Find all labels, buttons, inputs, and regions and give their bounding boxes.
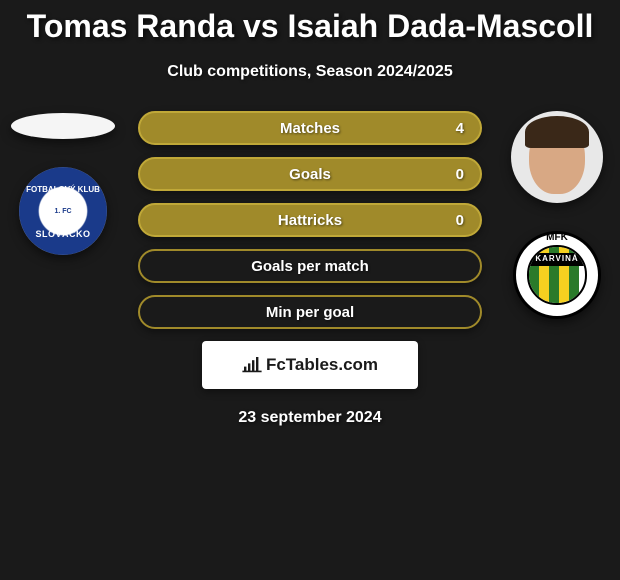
stat-bar-goals-per-match: Goals per match [138, 249, 482, 283]
right-player-column: KARVINÁ MFK [502, 111, 612, 319]
stat-label: Goals [289, 166, 331, 183]
brand-box: FcTables.com [202, 341, 418, 389]
player-photo-right [511, 111, 603, 203]
logo-ring-text: FOTBALOVÝ KLUB [26, 185, 100, 194]
stat-bar-min-per-goal: Min per goal [138, 295, 482, 329]
logo-band-text: KARVINÁ [529, 253, 584, 266]
stat-label: Goals per match [251, 258, 369, 275]
page-title: Tomas Randa vs Isaiah Dada-Mascoll [0, 0, 620, 45]
stat-bar-hattricks: Hattricks 0 [138, 203, 482, 237]
brand-text: FcTables.com [266, 355, 378, 375]
subtitle: Club competitions, Season 2024/2025 [0, 63, 620, 81]
stat-value: 4 [456, 120, 464, 137]
stat-bar-matches: Matches 4 [138, 111, 482, 145]
comparison-row: FOTBALOVÝ KLUB 1. FC SLOVÁCKO Matches 4 … [0, 111, 620, 427]
stat-bar-goals: Goals 0 [138, 157, 482, 191]
logo-top-text: MFK [546, 232, 568, 243]
club-logo-karvina: KARVINÁ MFK [513, 231, 601, 319]
stats-column: Matches 4 Goals 0 Hattricks 0 Goals per … [118, 111, 502, 427]
stat-value: 0 [456, 212, 464, 229]
left-player-column: FOTBALOVÝ KLUB 1. FC SLOVÁCKO [8, 111, 118, 255]
stat-value: 0 [456, 166, 464, 183]
stat-label: Min per goal [266, 304, 354, 321]
logo-ring-text-bottom: SLOVÁCKO [35, 229, 90, 239]
date-text: 23 september 2024 [138, 409, 482, 427]
stat-label: Matches [280, 120, 340, 137]
stat-label: Hattricks [278, 212, 342, 229]
chart-icon [242, 357, 262, 373]
logo-inner: KARVINÁ [527, 245, 586, 304]
club-logo-slovacko: FOTBALOVÝ KLUB 1. FC SLOVÁCKO [19, 167, 107, 255]
player-photo-left [11, 113, 115, 139]
logo-inner-text: 1. FC [54, 208, 71, 215]
hair-shape [525, 116, 589, 148]
